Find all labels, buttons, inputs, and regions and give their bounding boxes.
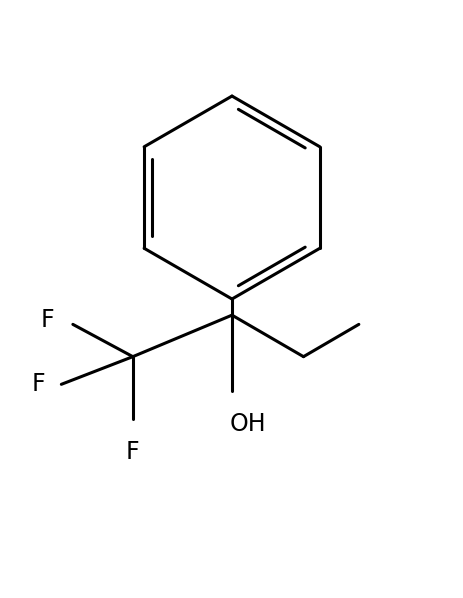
Text: F: F [126, 440, 139, 463]
Text: F: F [41, 308, 54, 332]
Text: F: F [31, 373, 45, 396]
Text: OH: OH [229, 412, 266, 436]
